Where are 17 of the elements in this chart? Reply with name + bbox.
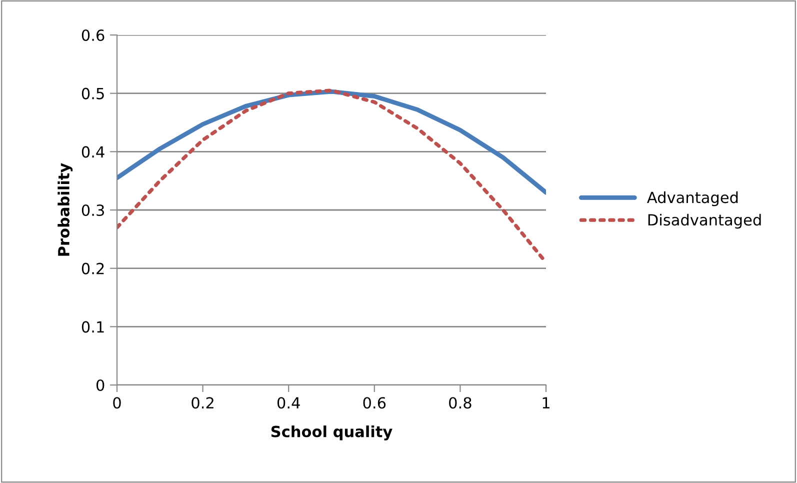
x-axis-title: School quality [271, 425, 392, 440]
y-tick-label: 0.4 [82, 146, 104, 158]
x-tick-label: 0 [113, 397, 121, 409]
y-tick-label: 0.5 [82, 88, 104, 100]
y-tick-label: 0.1 [82, 321, 104, 333]
x-tick-label: 0.6 [363, 397, 386, 409]
x-tick-label: 0.2 [192, 397, 214, 409]
legend-label: Disadvantaged [648, 214, 761, 229]
x-tick-label: 0.4 [277, 397, 300, 409]
y-tick-label: 0.2 [82, 262, 104, 274]
legend-label: Advantaged [647, 191, 738, 206]
y-tick-label: 0 [96, 379, 104, 392]
x-tick-label: 0.8 [449, 397, 472, 409]
y-tick-label: 0.6 [82, 29, 104, 42]
y-axis-title: Probability [58, 163, 73, 256]
y-tick-label: 0.3 [82, 204, 104, 216]
x-tick-label: 1 [542, 397, 550, 408]
